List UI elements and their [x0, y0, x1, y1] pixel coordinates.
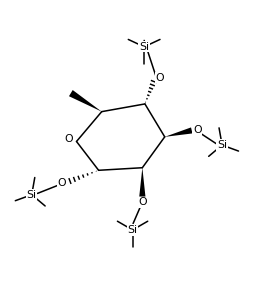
Text: O: O	[139, 197, 147, 207]
Text: Si: Si	[139, 42, 149, 52]
Text: Si: Si	[217, 140, 227, 150]
Text: O: O	[193, 126, 202, 135]
Text: O: O	[156, 73, 164, 83]
Polygon shape	[139, 168, 145, 197]
Polygon shape	[69, 90, 102, 112]
Polygon shape	[165, 128, 192, 137]
Text: O: O	[58, 178, 66, 188]
Text: Si: Si	[27, 190, 37, 200]
Text: O: O	[64, 134, 73, 144]
Text: Si: Si	[128, 225, 138, 235]
